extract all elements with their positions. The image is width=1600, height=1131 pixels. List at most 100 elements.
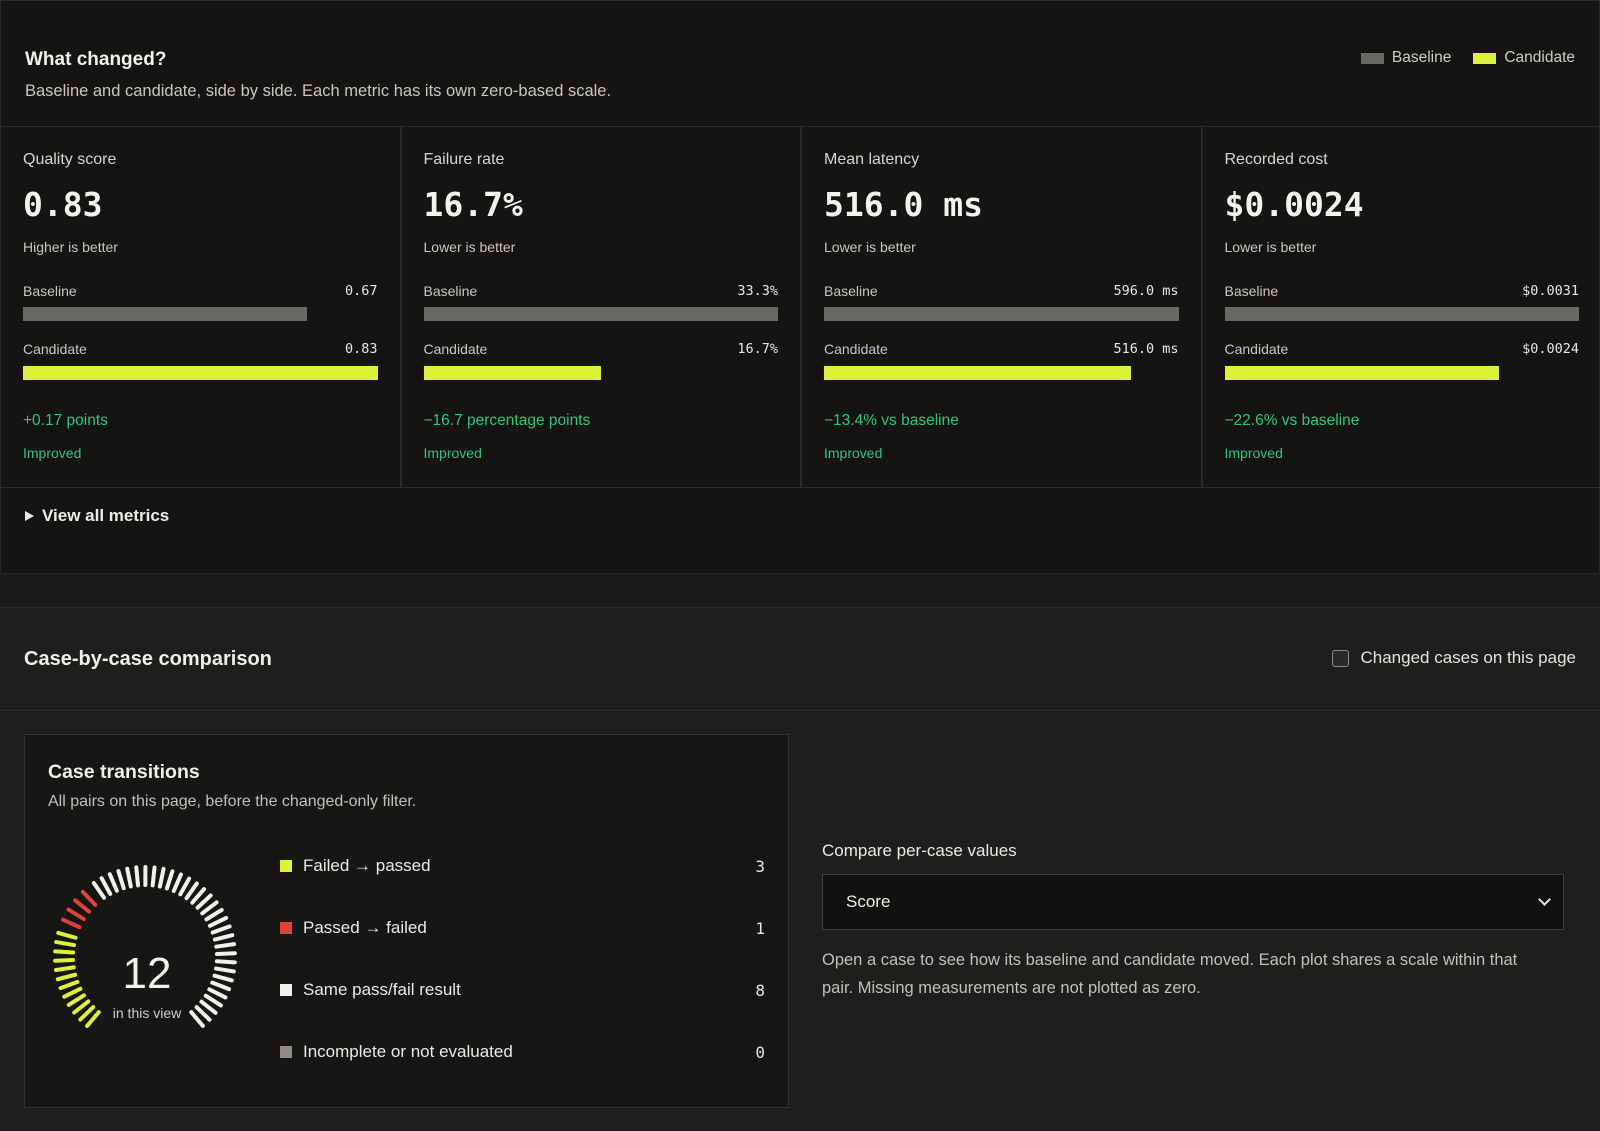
baseline-label: Baseline xyxy=(423,283,478,299)
gauge-tick xyxy=(207,987,228,1000)
metric-direction: Lower is better xyxy=(423,239,516,255)
candidate-value: 16.7% xyxy=(737,341,778,357)
gauge-tick xyxy=(207,915,229,928)
view-all-metrics-toggle[interactable]: View all metrics xyxy=(25,506,169,526)
gauge-tick xyxy=(78,1005,96,1022)
transition-label: Failed → passed xyxy=(303,856,431,875)
gauge-ticks xyxy=(53,865,237,1028)
gauge-tick xyxy=(58,979,80,991)
compare-values-selected: Score xyxy=(846,892,891,911)
metric-title: Quality score xyxy=(23,151,117,168)
gauge-tick xyxy=(200,900,219,916)
gauge-tick xyxy=(85,1010,101,1028)
gauge-tick xyxy=(203,993,223,1008)
gauge-tick xyxy=(199,999,218,1015)
candidate-value: 516.0 ms xyxy=(1113,341,1179,357)
legend-label-candidate: Candidate xyxy=(1504,49,1575,66)
compare-help-text: Open a case to see how its baseline and … xyxy=(822,951,1518,997)
transition-row-incomplete: Incomplete or not evaluated 0 xyxy=(280,1037,765,1067)
changed-cases-checkbox[interactable] xyxy=(1331,649,1349,667)
candidate-bar-track xyxy=(1224,366,1580,380)
gauge-tick xyxy=(116,869,126,891)
baseline-bar-track xyxy=(1224,307,1579,321)
transition-count: 1 xyxy=(755,918,765,938)
candidate-label: Candidate xyxy=(23,341,87,357)
gauge-tick xyxy=(210,980,232,992)
swatch-same-result xyxy=(280,984,292,996)
metric-direction: Lower is better xyxy=(1224,239,1317,255)
candidate-bar-track xyxy=(23,366,378,380)
gauge-tick xyxy=(66,993,87,1007)
gauge-total: 12 xyxy=(122,949,172,998)
metric-delta: −22.6% vs baseline xyxy=(1224,412,1360,429)
swatch-failed-passed xyxy=(280,860,292,872)
metric-direction: Higher is better xyxy=(23,239,118,255)
candidate-value: 0.83 xyxy=(344,341,378,357)
case-comparison-panel: Case-by-case comparison Changed cases on… xyxy=(0,607,1600,1131)
gauge-tick xyxy=(150,865,157,888)
transition-label: Same pass/fail result xyxy=(303,980,461,999)
gauge-tick xyxy=(178,876,192,897)
changed-cases-filter[interactable]: Changed cases on this page xyxy=(1331,648,1576,668)
baseline-bar xyxy=(423,307,778,321)
gauge-tick xyxy=(164,869,175,891)
gauge-tick xyxy=(195,893,213,910)
legend: Baseline Candidate xyxy=(1360,49,1575,67)
gauge-tick xyxy=(54,940,76,948)
gauge-tick xyxy=(189,1010,205,1028)
baseline-label: Baseline xyxy=(23,283,77,299)
gauge-tick xyxy=(212,973,234,983)
baseline-value: $0.0031 xyxy=(1522,283,1579,299)
baseline-label: Baseline xyxy=(824,283,878,299)
swatch-passed-failed xyxy=(280,922,292,934)
candidate-bar xyxy=(423,366,601,380)
gauge-tick xyxy=(56,930,78,940)
gauge-tick xyxy=(171,872,183,893)
transition-count: 0 xyxy=(755,1042,765,1062)
what-changed-panel: What changed? Baseline and candidate, si… xyxy=(0,0,1600,574)
transition-row-same-result: Same pass/fail result 8 xyxy=(280,975,765,1005)
gauge-tick xyxy=(53,957,76,963)
metric-title: Recorded cost xyxy=(1224,151,1328,168)
gauge-tick xyxy=(190,887,207,905)
compare-values-label: Compare per-case values xyxy=(822,841,1017,860)
gauge-tick xyxy=(99,876,113,896)
triangle-right-icon xyxy=(25,511,34,521)
baseline-value: 33.3% xyxy=(737,283,778,299)
gauge-tick xyxy=(73,898,92,914)
metric-value: 0.83 xyxy=(23,185,103,224)
candidate-label: Candidate xyxy=(423,341,488,357)
gauge-tick xyxy=(80,889,98,907)
candidate-bar-track xyxy=(824,366,1179,380)
transitions-gauge: 12 in this view xyxy=(52,859,252,1059)
gauge-tick xyxy=(66,907,86,922)
metric-title: Failure rate xyxy=(423,151,505,168)
transition-label: Passed → failed xyxy=(303,918,427,937)
divider xyxy=(1,126,1600,127)
gauge-caption: in this view xyxy=(112,1005,182,1021)
metric-card: Failure rate 16.7% Lower is better Basel… xyxy=(402,127,802,487)
candidate-bar xyxy=(23,366,378,380)
metric-title: Mean latency xyxy=(824,151,920,168)
baseline-label: Baseline xyxy=(1224,283,1279,299)
metric-cards: Quality score 0.83 Higher is better Base… xyxy=(1,127,1600,487)
divider xyxy=(1,487,1600,488)
baseline-bar-track xyxy=(23,307,378,321)
gauge-tick xyxy=(214,966,236,974)
gauge-tick xyxy=(134,865,141,888)
legend-item-baseline: Baseline xyxy=(1360,49,1451,67)
gauge-tick xyxy=(53,949,76,955)
gauge-tick xyxy=(184,881,199,901)
gauge-tick xyxy=(204,907,224,922)
chevron-down-icon xyxy=(1538,893,1551,906)
candidate-bar-track xyxy=(423,366,779,380)
candidate-label: Candidate xyxy=(824,341,888,357)
gauge-tick xyxy=(91,880,107,900)
compare-values-select[interactable]: Score xyxy=(822,874,1564,930)
baseline-value: 596.0 ms xyxy=(1113,283,1179,299)
gauge-tick xyxy=(210,924,232,935)
gauge-tick xyxy=(55,972,78,982)
case-transitions-card: Case transitions All pairs on this page,… xyxy=(24,734,789,1108)
gauge-tick xyxy=(107,872,119,893)
transition-row-failed-passed: Failed → passed 3 xyxy=(280,851,765,881)
